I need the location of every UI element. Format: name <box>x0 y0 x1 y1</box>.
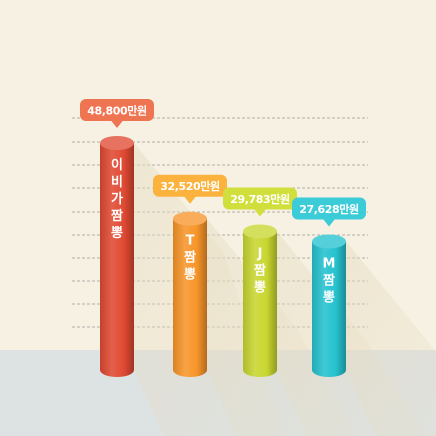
data-label: 48,800만원 <box>87 104 147 118</box>
bar-top <box>312 234 346 248</box>
data-label-pointer <box>184 196 196 204</box>
bar-top <box>243 224 277 238</box>
data-label-pointer <box>254 209 266 217</box>
data-label: 27,628만원 <box>299 202 359 216</box>
data-label: 32,520만원 <box>160 179 220 193</box>
bar-top <box>100 136 134 150</box>
data-label: 29,783만원 <box>230 192 290 206</box>
data-label-pointer <box>111 121 123 129</box>
data-label-pointer <box>323 219 335 227</box>
bar-top <box>173 212 207 226</box>
